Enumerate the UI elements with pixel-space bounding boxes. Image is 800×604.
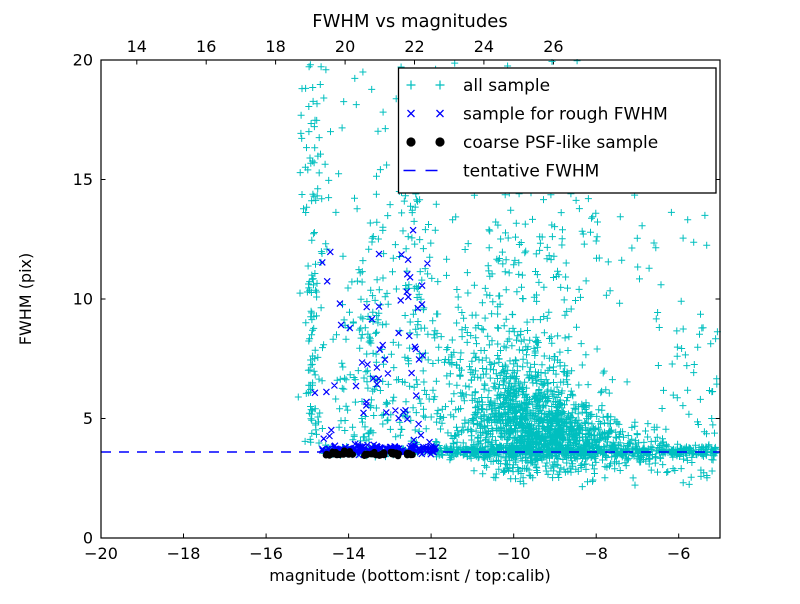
legend-label-rough-fwhm: sample for rough FWHM [463,105,668,125]
coarse-psf-point [323,450,331,458]
x-tick-label-bottom: −16 [249,544,283,563]
x-tick-label-bottom: −14 [332,544,366,563]
legend-plus-marker-icon [406,80,445,90]
axis-ticks: −20 −18 −16 −14 −12 −10 −8 −6 14 16 18 20 22 24 26 0 5 10… [73,37,720,563]
x-tick-label-top: 16 [196,37,216,56]
legend: all sample sample for rough FWHM coarse … [397,67,717,194]
coarse-psf-point [376,451,383,459]
legend-box [397,67,717,194]
x-axis-label: magnitude (bottom:isnt / top:calib) [269,566,550,585]
scatter-points-layer [101,59,721,491]
legend-label-all-sample: all sample [463,76,550,96]
coarse-psf-point [371,448,378,456]
coarse-psf-points [322,447,416,460]
x-tick-label-bottom: −8 [584,544,608,563]
coarse-psf-point [345,451,353,458]
coarse-psf-point [361,452,368,460]
coarse-psf-point [333,451,341,459]
all-sample-points [294,59,721,491]
plot-frame [100,59,721,539]
x-tick-label-bottom: −12 [414,544,448,563]
chart-title: FWHM vs magnitudes [312,11,507,32]
x-tick-label-bottom: −10 [497,544,531,563]
x-tick-label-top: 24 [474,37,494,56]
coarse-psf-point [392,449,400,457]
x-tick-label-bottom: −18 [167,544,201,563]
legend-label-coarse-psf: coarse PSF-like sample [463,133,658,153]
x-tick-label-top: 18 [265,37,285,56]
x-tick-label-top: 26 [543,37,563,56]
x-tick-label-top: 22 [404,37,424,56]
y-tick-label: 15 [73,170,93,189]
x-tick-label-bottom: −20 [84,544,118,563]
y-axis-label: FWHM (pix) [16,253,35,346]
y-tick-label: 0 [83,529,93,548]
y-tick-label: 5 [83,409,93,428]
coarse-psf-point [409,451,416,459]
x-tick-label-top: 14 [127,37,147,56]
x-tick-label-bottom: −6 [667,544,691,563]
coarse-psf-point [380,451,388,459]
coarse-psf-point [404,449,411,457]
x-tick-label-top: 20 [335,37,355,56]
legend-x-marker-icon [407,109,444,118]
y-tick-label: 20 [73,51,93,70]
legend-label-tentative-fwhm: tentative FWHM [463,162,599,182]
y-tick-label: 10 [73,290,93,309]
legend-dot-marker-icon [406,137,445,147]
